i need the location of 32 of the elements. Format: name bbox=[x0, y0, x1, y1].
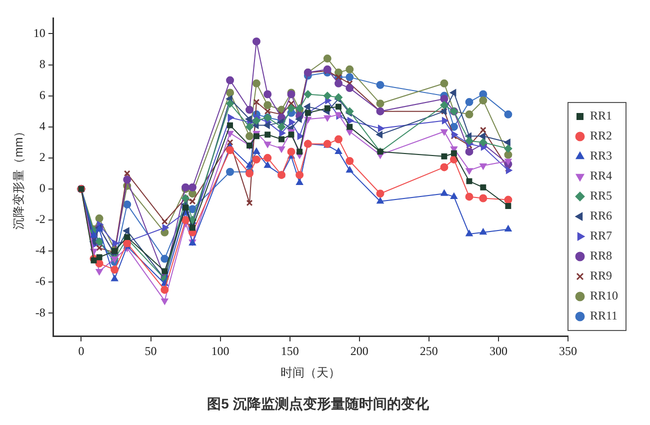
legend-label: RR8 bbox=[590, 248, 612, 263]
y-tick-label: -2 bbox=[35, 212, 46, 226]
legend-label: RR1 bbox=[590, 108, 612, 123]
y-axis-title: 沉降变形量（mm） bbox=[12, 125, 26, 230]
x-axis-title: 时间（天） bbox=[280, 365, 341, 380]
y-tick-label: 10 bbox=[33, 26, 46, 40]
x-tick-label: 200 bbox=[350, 344, 368, 358]
legend-label: RR11 bbox=[590, 308, 618, 323]
legend-label: RR10 bbox=[590, 288, 618, 303]
y-tick-label: 4 bbox=[39, 119, 46, 134]
x-tick-label: 0 bbox=[78, 344, 84, 358]
legend-label: RR4 bbox=[590, 168, 612, 183]
y-tick-label: -6 bbox=[35, 274, 46, 288]
legend-label: RR9 bbox=[590, 268, 612, 283]
y-tick-label: -4 bbox=[35, 243, 46, 258]
y-tick-label: -8 bbox=[35, 305, 46, 320]
x-tick-label: 250 bbox=[420, 344, 438, 358]
x-tick-label: 150 bbox=[280, 344, 299, 358]
legend-label: RR5 bbox=[590, 188, 612, 203]
legend-label: RR7 bbox=[590, 228, 612, 243]
legend-label: RR6 bbox=[590, 208, 612, 223]
x-tick-label: 50 bbox=[144, 344, 157, 358]
y-tick-label: 6 bbox=[39, 88, 46, 102]
legend-label: RR2 bbox=[590, 128, 612, 143]
text: 图5 沉降监测点变形量随时间的变化 bbox=[207, 395, 430, 412]
y-tick-label: 8 bbox=[39, 56, 46, 71]
x-tick-label: 350 bbox=[558, 344, 577, 358]
legend-label: RR3 bbox=[590, 148, 612, 163]
x-tick-label: 100 bbox=[211, 344, 230, 358]
y-tick-label: 2 bbox=[39, 150, 46, 164]
x-tick-label: 300 bbox=[489, 344, 508, 358]
y-tick-label: 0 bbox=[39, 181, 46, 196]
